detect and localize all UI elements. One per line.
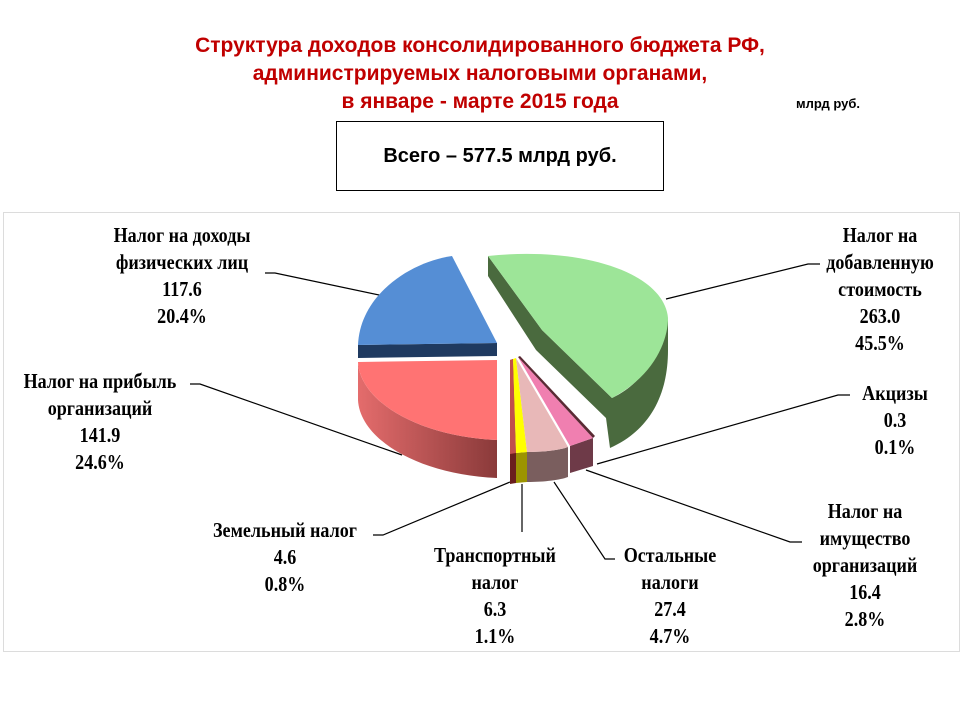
- label-nds-pct: 45.5%: [855, 331, 905, 355]
- unit-label: млрд руб.: [796, 96, 860, 111]
- label-ndfl-name-2: физических лиц: [115, 250, 249, 274]
- label-nds-name-2: добавленную: [826, 250, 934, 274]
- label-property-name-2: имущество: [819, 526, 911, 550]
- label-excise: Акцизы 0.3 0.1%: [848, 380, 943, 461]
- label-land: Земельный налог 4.6 0.8%: [208, 517, 363, 598]
- label-ndfl-name: Налог на доходы: [113, 223, 251, 247]
- slice-profit: [358, 360, 497, 478]
- label-nds: Налог на добавленную стоимость 263.0 45.…: [816, 222, 945, 357]
- label-land-value: 4.6: [273, 545, 297, 569]
- leader-lines: [190, 263, 850, 560]
- label-other-pct: 4.7%: [649, 624, 691, 648]
- label-ndfl: Налог на доходы физических лиц 117.6 20.…: [105, 222, 260, 330]
- chart-title: Структура доходов консолидированного бюд…: [120, 32, 840, 116]
- label-transport-name: Транспортный: [434, 543, 556, 567]
- label-transport-value: 6.3: [483, 597, 507, 621]
- label-property: Налог на имущество организаций 16.4 2.8%: [796, 498, 934, 633]
- label-nds-value: 263.0: [859, 304, 901, 328]
- label-other-name: Остальные: [623, 543, 717, 567]
- label-other-name-2: налоги: [641, 570, 699, 594]
- slice-nds: [488, 253, 668, 448]
- label-transport: Транспортный налог 6.3 1.1%: [426, 542, 564, 650]
- label-nds-name-3: стоимость: [838, 277, 922, 301]
- label-profit: Налог на прибыль организаций 141.9 24.6%: [14, 368, 186, 476]
- label-profit-pct: 24.6%: [75, 450, 125, 474]
- slice-other: [516, 358, 568, 482]
- label-other: Остальные налоги 27.4 4.7%: [610, 542, 730, 650]
- label-profit-name-2: организаций: [47, 396, 153, 420]
- label-land-name: Земельный налог: [213, 518, 357, 542]
- label-excise-name: Акцизы: [862, 381, 928, 405]
- label-nds-name: Налог на: [842, 223, 918, 247]
- label-property-name: Налог на: [827, 499, 903, 523]
- slice-ndfl: [358, 256, 497, 358]
- slice-land: [510, 359, 516, 484]
- slice-transport: [513, 358, 527, 483]
- slice-property: [518, 356, 595, 473]
- label-property-value: 16.4: [849, 580, 881, 604]
- title-line-3: в январе - марте 2015 года: [341, 90, 619, 113]
- title-line-1: Структура доходов консолидированного бюд…: [195, 34, 765, 57]
- label-land-pct: 0.8%: [264, 572, 306, 596]
- label-property-pct: 2.8%: [844, 607, 886, 631]
- label-transport-pct: 1.1%: [474, 624, 516, 648]
- total-box: Всего – 577.5 млрд руб.: [336, 121, 664, 191]
- label-ndfl-value: 117.6: [162, 277, 202, 301]
- label-profit-value: 141.9: [79, 423, 121, 447]
- label-excise-value: 0.3: [883, 408, 907, 432]
- label-transport-name-2: налог: [471, 570, 519, 594]
- label-excise-pct: 0.1%: [874, 435, 916, 459]
- title-line-2: администрируемых налоговыми органами,: [252, 62, 708, 85]
- label-ndfl-pct: 20.4%: [157, 304, 207, 328]
- label-other-value: 27.4: [654, 597, 686, 621]
- label-profit-name: Налог на прибыль: [23, 369, 177, 393]
- label-property-name-3: организаций: [812, 553, 918, 577]
